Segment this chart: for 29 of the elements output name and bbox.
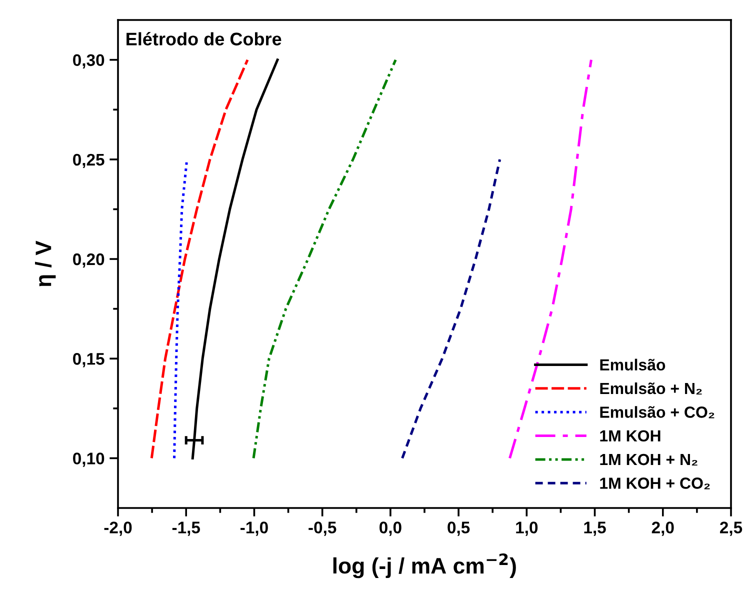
legend-label: 1M KOH <box>600 430 660 442</box>
x-tick-label: 0,5 <box>448 522 470 536</box>
x-tick-label: 0,0 <box>380 522 402 536</box>
line-series <box>252 58 397 460</box>
y-tick-label: 0,25 <box>73 154 104 168</box>
text: Elétrodo de Cobre <box>126 32 282 46</box>
x-tick-label: -0,5 <box>308 522 336 536</box>
y-axis-title: η / V <box>34 240 56 286</box>
y-tick-label: 0,20 <box>73 253 104 268</box>
line-series <box>150 58 249 460</box>
y-tick-label: 0,15 <box>73 353 104 368</box>
x-tick-label: -2,0 <box>104 522 132 536</box>
legend-label: 1M KOH + CO₂ <box>600 478 710 490</box>
line-series <box>508 58 592 460</box>
x-tick-label: 2,5 <box>720 522 742 536</box>
x-tick-label: 1,5 <box>584 522 606 536</box>
legend-label: 1M KOH + N₂ <box>600 454 698 466</box>
x-tick-label: -1,0 <box>240 522 268 536</box>
x-tick-label: 2,0 <box>652 522 674 536</box>
legend-label: Emulsão <box>600 358 666 370</box>
y-tick-label: 0,30 <box>73 54 104 68</box>
legend-label: Emulsão + CO₂ <box>600 406 714 418</box>
legend-label: Emulsão + N₂ <box>600 382 702 395</box>
x-axis-title: log (-j / mA cm$^{−2}$) <box>333 553 516 578</box>
line-series <box>401 158 502 460</box>
y-tick-label: 0,10 <box>73 452 104 467</box>
line-series <box>191 58 279 460</box>
x-tick-label: -1,5 <box>172 522 200 536</box>
x-tick-label: 1,0 <box>516 522 538 536</box>
